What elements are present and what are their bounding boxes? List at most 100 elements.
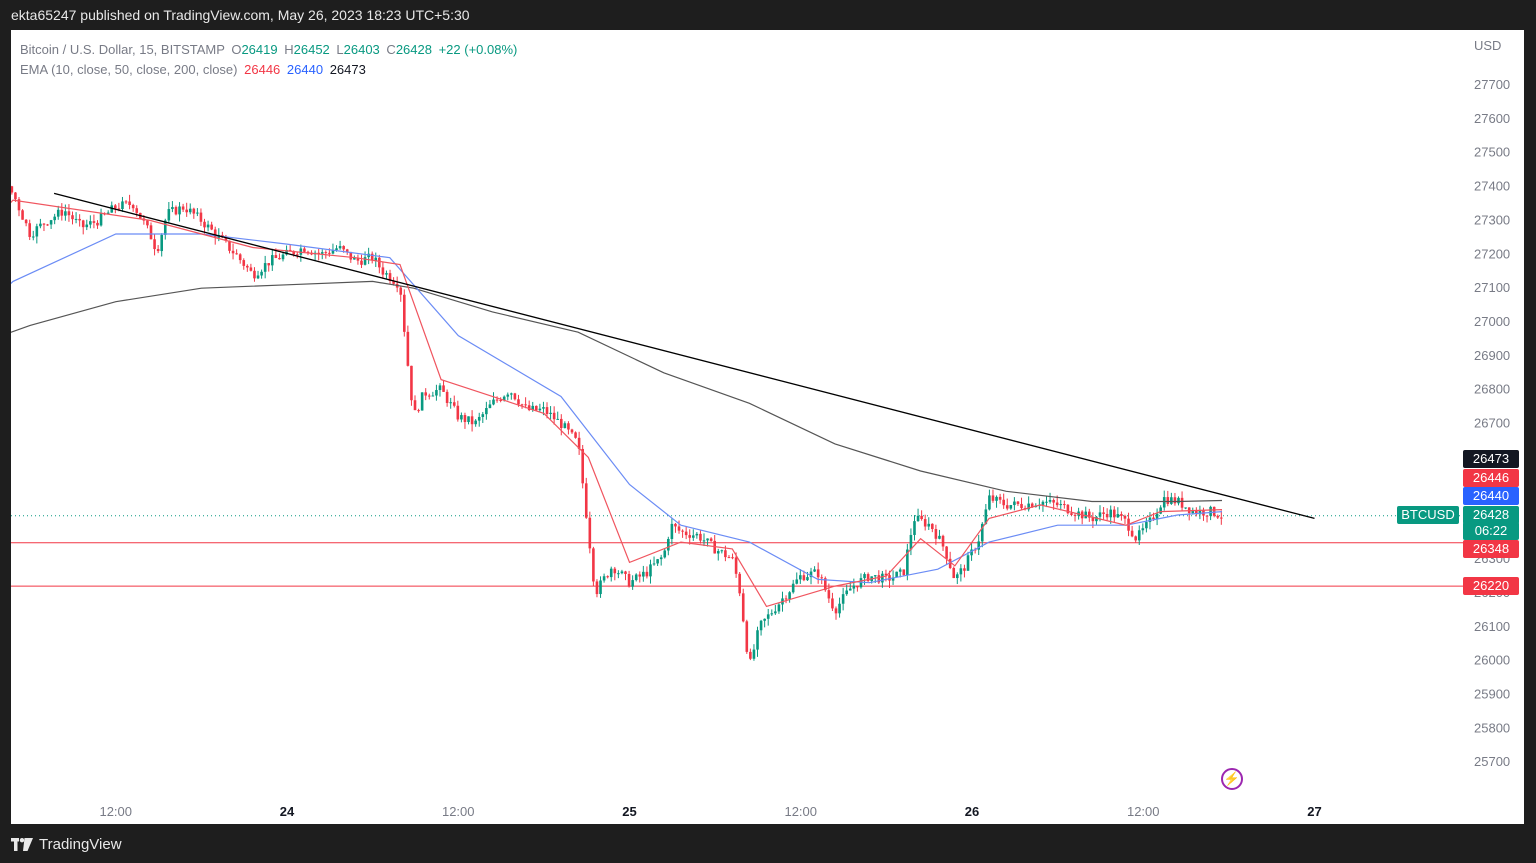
candle-body [667,538,670,551]
candle-body [517,399,520,405]
candle [463,412,467,429]
candle-body [1195,510,1198,515]
brand-name: TradingView [39,835,122,853]
candle [588,511,592,554]
candle [456,400,460,422]
candle-body [303,248,306,252]
candle-body [299,248,303,255]
candle-body [1212,506,1216,516]
ema-label: EMA (10, close, 50, close, 200, close) [20,62,238,77]
candle-body [1180,497,1184,508]
candle-body [474,420,477,425]
candle-body [1173,497,1177,504]
candle-body [399,287,403,295]
candle [545,402,549,419]
candle-body [338,246,342,249]
candle-body [606,576,609,578]
symbol-price-tag: BTCUSD [1397,506,1459,524]
candle [467,416,470,425]
candle-body [1209,506,1212,516]
candle-body [756,630,759,650]
candle-body [627,573,631,587]
candle [96,220,99,229]
candle [606,575,609,579]
candle-body [734,557,738,574]
candle-body [467,416,470,423]
candle-body [1091,517,1095,522]
candle [360,254,363,268]
candle-body [913,521,916,535]
candle-body [795,579,799,584]
candle-body [766,614,770,619]
candle-body [1120,514,1123,516]
candle-body [613,568,617,574]
candle [156,245,160,254]
candle-body [1045,501,1048,503]
candle-body [320,252,324,254]
candle-body [1020,503,1023,509]
candle-body [1027,503,1030,510]
candle-body [898,569,902,572]
candle [791,579,795,594]
candle [89,215,92,229]
candle [171,201,174,213]
candle-body [14,192,17,200]
candle-body [49,220,53,225]
level2-price-tag: 26220 [1463,577,1519,595]
candle [756,626,759,657]
candle-body [820,577,824,579]
candle-body [1105,513,1109,518]
candle [510,392,513,400]
candle-body [1088,511,1091,518]
candle-body [980,523,984,542]
candle-body [481,414,485,417]
price-chart[interactable]: 2570025800259002600026100262002630026400… [11,30,1524,824]
flash-icon[interactable]: ⚡ [1221,768,1243,790]
publish-info: ekta65247 published on TradingView.com, … [11,7,470,23]
candle-body [891,577,895,581]
candle-body [456,405,460,420]
candle [224,234,228,243]
candle-body [331,250,335,254]
candle [1070,506,1073,516]
candle-body [74,218,78,220]
candle [1066,504,1070,515]
candle-body [531,405,535,411]
candle-body [945,546,948,559]
candle-body [1005,505,1009,509]
candle [1120,511,1123,521]
candle-body [1030,503,1034,508]
candle [866,572,870,583]
y-tick-label: 27600 [1474,111,1510,126]
candle-body [609,568,613,578]
candle-body [403,294,406,332]
candle [963,564,966,578]
candle [681,529,684,538]
candle-body [124,201,128,203]
candle [160,233,164,257]
candle [174,205,178,216]
brand[interactable]: TradingView [11,834,122,854]
candle-body [492,399,495,405]
candle [49,219,53,229]
ohlc-row: Bitcoin / U.S. Dollar, 15, BITSTAMP O264… [20,40,517,60]
candle-body [634,574,638,581]
candle-body [363,257,367,265]
candle-body [1184,507,1187,509]
candle [1045,496,1048,508]
candle [888,570,891,589]
candle-body [149,225,153,240]
candle-body [863,574,866,579]
candle-body [1198,510,1202,515]
candle-body [463,415,467,423]
candle-body [524,404,527,406]
candle-body [1145,522,1148,529]
candle-body [617,573,620,575]
candle [1112,506,1116,523]
chart-panel[interactable]: 2570025800259002600026100262002630026400… [11,30,1524,824]
candle-body [263,263,267,272]
candle [128,194,131,210]
candle [563,421,567,429]
candle [231,243,235,260]
candle [228,240,231,254]
